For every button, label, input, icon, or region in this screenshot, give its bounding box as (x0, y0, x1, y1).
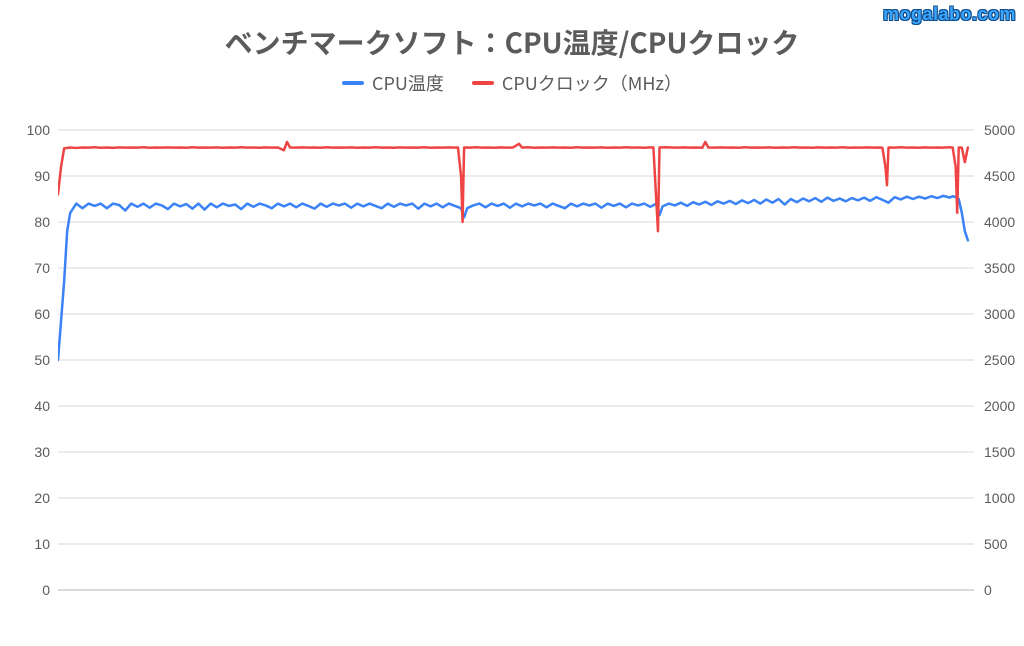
legend-swatch-temp (342, 81, 364, 85)
axis-tick-label: 5000 (984, 122, 1015, 138)
axis-tick-label: 100 (4, 122, 50, 138)
legend-label-temp: CPU温度 (372, 70, 444, 96)
axis-tick-label: 30 (4, 444, 50, 460)
axis-tick-label: 80 (4, 214, 50, 230)
legend-item-clock: CPUクロック（MHz） (472, 70, 682, 96)
axis-tick-label: 2500 (984, 352, 1015, 368)
chart-plot-area (58, 122, 974, 614)
axis-tick-label: 70 (4, 260, 50, 276)
axis-tick-label: 3000 (984, 306, 1015, 322)
axis-tick-label: 4000 (984, 214, 1015, 230)
legend-label-clock: CPUクロック（MHz） (502, 70, 682, 96)
axis-tick-label: 10 (4, 536, 50, 552)
axis-tick-label: 90 (4, 168, 50, 184)
axis-tick-label: 4500 (984, 168, 1015, 184)
axis-tick-label: 3500 (984, 260, 1015, 276)
chart-title: ベンチマークソフト：CPU温度/CPUクロック (0, 22, 1024, 62)
axis-tick-label: 40 (4, 398, 50, 414)
legend-item-temp: CPU温度 (342, 70, 444, 96)
axis-tick-label: 1000 (984, 490, 1015, 506)
axis-tick-label: 60 (4, 306, 50, 322)
axis-tick-label: 50 (4, 352, 50, 368)
axis-tick-label: 20 (4, 490, 50, 506)
legend-swatch-clock (472, 81, 494, 85)
axis-tick-label: 0 (984, 582, 992, 598)
axis-tick-label: 500 (984, 536, 1007, 552)
chart-legend: CPU温度 CPUクロック（MHz） (0, 70, 1024, 96)
axis-tick-label: 2000 (984, 398, 1015, 414)
axis-tick-label: 0 (4, 582, 50, 598)
chart-svg (58, 122, 974, 614)
axis-tick-label: 1500 (984, 444, 1015, 460)
